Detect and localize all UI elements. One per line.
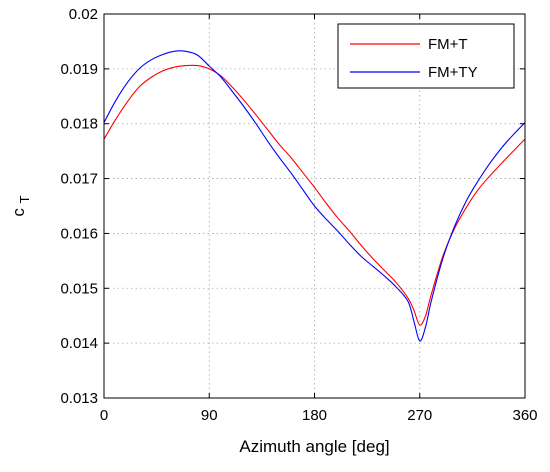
y-tick-label: 0.013 xyxy=(60,390,98,407)
x-tick-label: 270 xyxy=(407,407,432,424)
legend-label-fm-ty: FM+TY xyxy=(428,64,478,81)
y-axis-title: c T xyxy=(9,195,32,216)
y-tick-label: 0.015 xyxy=(60,280,98,297)
series-line-fm-ty xyxy=(103,50,526,342)
y-tick-label: 0.017 xyxy=(60,171,98,188)
x-tick-label: 180 xyxy=(302,407,327,424)
legend-label-fm-t: FM+T xyxy=(428,36,468,53)
x-tick-label: 0 xyxy=(100,407,108,424)
y-tick-label: 0.018 xyxy=(60,116,98,133)
series-group xyxy=(103,50,526,342)
legend: FM+T FM+TY xyxy=(337,23,515,89)
ticks: 0 90 180 270 360 0.013 0.014 0.015 0.016 0.017 0.0… xyxy=(60,6,537,424)
y-tick-label: 0.014 xyxy=(60,335,98,352)
svg-text:c T: c T xyxy=(9,195,32,216)
y-tick-label: 0.019 xyxy=(60,61,98,78)
y-tick-label: 0.016 xyxy=(60,225,98,242)
x-tick-label: 90 xyxy=(201,407,218,424)
y-tick-label: 0.02 xyxy=(69,6,98,23)
x-axis-title: Azimuth angle [deg] xyxy=(239,437,389,456)
y-axis-title-subscript: T xyxy=(17,195,32,203)
y-axis-title-main: c xyxy=(9,208,28,217)
legend-box xyxy=(337,23,515,89)
x-tick-label: 360 xyxy=(512,407,537,424)
